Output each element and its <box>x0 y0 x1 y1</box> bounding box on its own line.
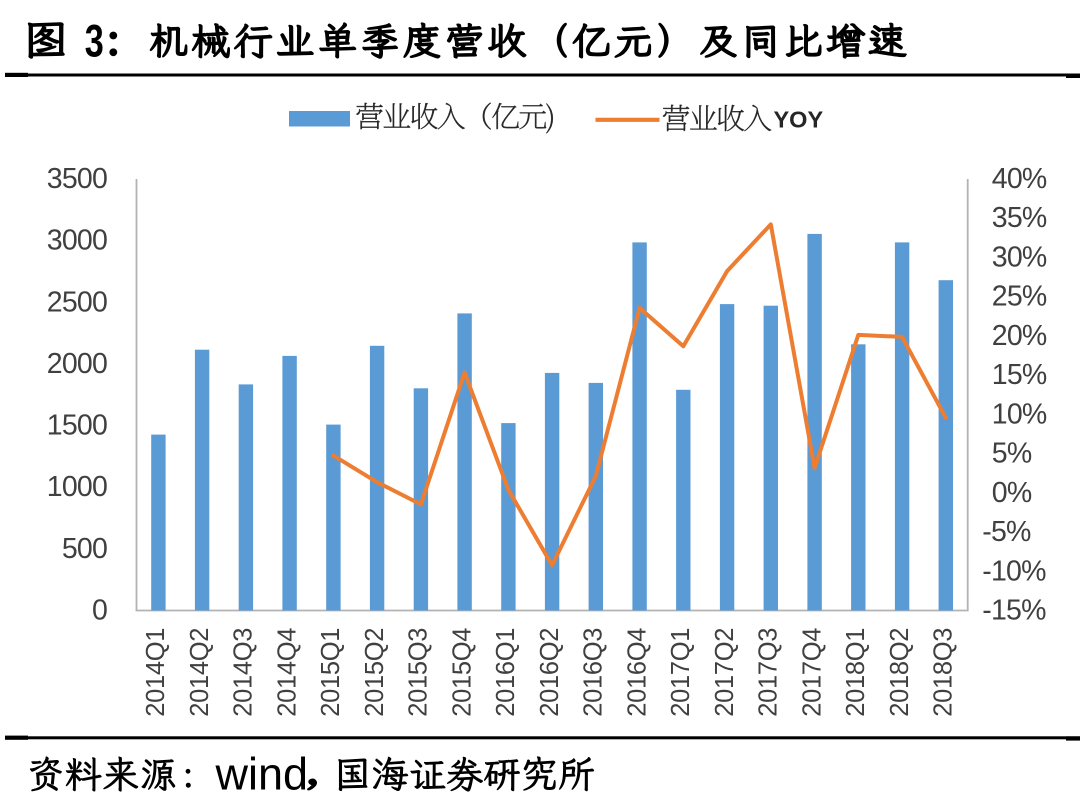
svg-text:2015Q3: 2015Q3 <box>405 628 433 717</box>
svg-text:3500: 3500 <box>47 163 107 195</box>
svg-text:1000: 1000 <box>47 471 107 503</box>
svg-text:2014Q3: 2014Q3 <box>230 628 258 717</box>
svg-text:2017Q2: 2017Q2 <box>711 628 739 717</box>
svg-text:2014Q2: 2014Q2 <box>186 628 214 717</box>
svg-text:2015Q4: 2015Q4 <box>448 628 476 717</box>
svg-text:2014Q4: 2014Q4 <box>273 628 301 717</box>
svg-text:30%: 30% <box>992 242 1047 274</box>
svg-text:500: 500 <box>62 533 107 565</box>
svg-text:10%: 10% <box>992 398 1047 430</box>
svg-text:YOY: YOY <box>774 107 824 133</box>
svg-text:2016Q1: 2016Q1 <box>492 628 520 717</box>
svg-text:2017Q1: 2017Q1 <box>667 628 695 717</box>
svg-text:40%: 40% <box>992 163 1047 195</box>
svg-text:2018Q1: 2018Q1 <box>842 628 870 717</box>
svg-text:wind: wind <box>215 749 309 800</box>
svg-text:-5%: -5% <box>982 516 1031 548</box>
svg-text:2018Q3: 2018Q3 <box>930 628 958 717</box>
svg-text:2014Q1: 2014Q1 <box>142 628 170 717</box>
svg-text:1500: 1500 <box>47 410 107 442</box>
svg-text:2016Q3: 2016Q3 <box>580 628 608 717</box>
svg-text:3000: 3000 <box>47 225 107 257</box>
svg-text:0: 0 <box>92 595 107 627</box>
svg-text:2016Q4: 2016Q4 <box>623 628 651 717</box>
svg-text:2015Q2: 2015Q2 <box>361 628 389 717</box>
svg-text:20%: 20% <box>992 320 1047 352</box>
svg-text:0%: 0% <box>992 477 1032 509</box>
svg-text:2017Q4: 2017Q4 <box>798 628 826 717</box>
svg-text:2000: 2000 <box>47 348 107 380</box>
svg-text:2018Q2: 2018Q2 <box>886 628 914 717</box>
svg-text:2016Q2: 2016Q2 <box>536 628 564 717</box>
svg-text:25%: 25% <box>992 281 1047 313</box>
svg-text:5%: 5% <box>992 438 1032 470</box>
svg-text:-10%: -10% <box>982 555 1046 587</box>
svg-text:-15%: -15% <box>982 595 1046 627</box>
svg-text:2500: 2500 <box>47 286 107 318</box>
svg-text:2017Q3: 2017Q3 <box>755 628 783 717</box>
svg-text:3: 3 <box>85 17 104 67</box>
svg-text:35%: 35% <box>992 202 1047 234</box>
svg-text:15%: 15% <box>992 359 1047 391</box>
svg-text:2015Q1: 2015Q1 <box>317 628 345 717</box>
